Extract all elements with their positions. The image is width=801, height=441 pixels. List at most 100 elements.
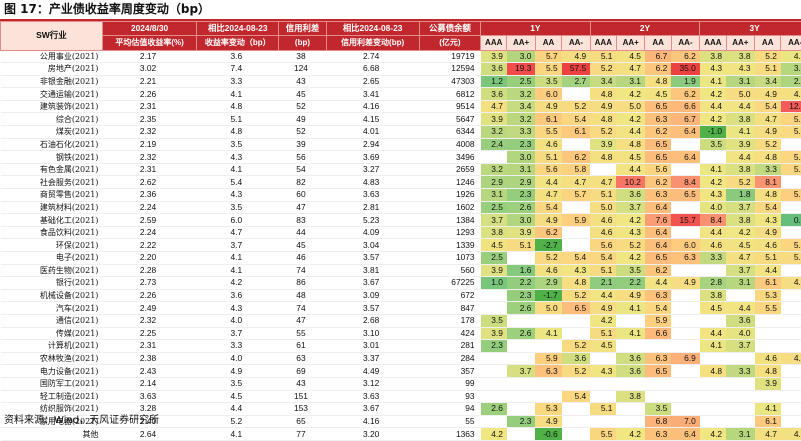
tenor-grade-cell xyxy=(616,340,645,353)
tenor-grade-cell: 6.5 xyxy=(645,138,671,151)
tenor-grade-cell: 4.2 xyxy=(700,428,726,441)
tenor-grade-cell xyxy=(671,163,700,176)
tenor-grade-cell: 4.7 xyxy=(781,88,801,101)
spread-cell: 124 xyxy=(279,63,326,76)
tenor-grade-cell xyxy=(726,352,755,365)
tenor-grade-cell: 6.5 xyxy=(645,100,671,113)
tenor-grade-cell xyxy=(671,340,700,353)
tenor-grade-cell: 6.2 xyxy=(535,226,561,239)
tenor-grade-cell: 4.8 xyxy=(590,113,616,126)
tenor-grade-cell xyxy=(781,327,801,340)
tenor-grade-cell: 4.4 xyxy=(700,327,726,340)
yield-change-cell: 4.0 xyxy=(197,352,279,365)
tenor-grade-cell: 2.3 xyxy=(507,415,536,428)
tenor-grade-cell: 15.7 xyxy=(671,214,700,227)
tenor-grade-cell: 5.5 xyxy=(755,302,781,315)
spread-change-cell: 3.10 xyxy=(326,327,419,340)
spread-change-cell: 3.57 xyxy=(326,302,419,315)
tenor-grade-cell: 6.5 xyxy=(645,252,671,265)
tenor-grade-cell xyxy=(671,403,700,416)
tenor-grade-cell: 4.4 xyxy=(645,277,671,290)
tenor-grade-cell: 4.4 xyxy=(755,264,781,277)
tenor-grade-cell: 5.3 xyxy=(535,403,561,416)
avg-yield-cell: 2.43 xyxy=(102,365,196,378)
avg-yield-cell: 2.49 xyxy=(102,302,196,315)
tenor-grade-cell xyxy=(507,403,536,416)
yield-change-cell: 4.1 xyxy=(197,163,279,176)
industry-cell: 国防军工(2021) xyxy=(1,377,103,390)
tenor-grade-cell: 2.3 xyxy=(481,340,507,353)
tenor-grade-cell xyxy=(671,390,700,403)
tenor-grade-cell: 4.5 xyxy=(590,340,616,353)
yield-change-cell: 4.1 xyxy=(197,88,279,101)
tenor-grade-cell: 8.4 xyxy=(671,176,700,189)
spread-cell: 49 xyxy=(279,113,326,126)
tenor-1y-header: 1Y xyxy=(481,22,591,36)
tenor-grade-cell: 6.2 xyxy=(645,176,671,189)
tenor-grade-cell: 6.6 xyxy=(645,327,671,340)
tenor-grade-cell: 2.7 xyxy=(562,75,591,88)
yield-change-cell: 4.7 xyxy=(197,226,279,239)
tenor-grade-cell: 1.0 xyxy=(481,277,507,290)
tenor-grade-cell: 4.7 xyxy=(535,189,561,202)
tenor-grade-cell: 6.4 xyxy=(671,151,700,164)
tenor-grade-cell: 4.1 xyxy=(700,163,726,176)
spread-cell: 54 xyxy=(279,163,326,176)
tenor-grade-cell: 19.3 xyxy=(507,63,536,76)
tenor-grade-cell xyxy=(562,314,591,327)
tenor-grade-cell: 5.5 xyxy=(535,126,561,139)
tenor-grade-cell: 6.1 xyxy=(755,277,781,290)
industry-cell: 轻工制造(2021) xyxy=(1,390,103,403)
tenor-grade-cell: 2.2 xyxy=(507,277,536,290)
tenor-grade-cell xyxy=(481,377,507,390)
balance-subheader: (亿元) xyxy=(419,35,480,50)
tenor-grade-cell: 4.4 xyxy=(616,126,645,139)
tenor-grade-cell xyxy=(481,151,507,164)
tenor-grade-cell: 3.0 xyxy=(507,214,536,227)
yield-change-cell: 4.0 xyxy=(197,314,279,327)
industry-cell: 交通运输(2021) xyxy=(1,88,103,101)
spread-change-cell: 3.37 xyxy=(326,352,419,365)
tenor-grade-cell: 6.4 xyxy=(671,126,700,139)
tenor-grade-cell: 4.4 xyxy=(726,151,755,164)
tenor-grade-cell: 3.8 xyxy=(481,226,507,239)
spread-change-cell: 2.81 xyxy=(326,201,419,214)
avg-yield-cell: 2.24 xyxy=(102,201,196,214)
tenor-grade-cell: 4.3 xyxy=(590,365,616,378)
tenor-grade-cell: 1.9 xyxy=(671,75,700,88)
spread-cell: 83 xyxy=(279,214,326,227)
tenor-grade-cell: 4.7 xyxy=(755,113,781,126)
grade-header: AA xyxy=(645,35,671,50)
tenor-grade-cell: 4.7 xyxy=(481,100,507,113)
tenor-grade-cell xyxy=(781,226,801,239)
tenor-grade-cell xyxy=(535,390,561,403)
tenor-grade-cell: 6.3 xyxy=(645,352,671,365)
tenor-grade-cell: 6.2 xyxy=(671,50,700,63)
tenor-grade-cell: 5.2 xyxy=(781,126,801,139)
balance-cell: 6344 xyxy=(419,126,480,139)
tenor-grade-cell: 4.9 xyxy=(755,126,781,139)
tenor-grade-cell xyxy=(481,415,507,428)
tenor-grade-cell: 5.2 xyxy=(535,252,561,265)
tenor-grade-cell: 6.2 xyxy=(562,151,591,164)
balance-cell: 284 xyxy=(419,352,480,365)
industry-cell: 建筑装饰(2021) xyxy=(1,100,103,113)
spread-change-subheader: 信用利差变动(bp) xyxy=(326,35,419,50)
balance-cell: 12594 xyxy=(419,63,480,76)
tenor-grade-cell: 3.9 xyxy=(481,327,507,340)
tenor-grade-cell: 3.7 xyxy=(726,201,755,214)
tenor-grade-cell xyxy=(562,327,591,340)
spread-change-cell: 3.63 xyxy=(326,189,419,202)
yield-change-cell: 3.5 xyxy=(197,377,279,390)
avg-yield-cell: 2.59 xyxy=(102,214,196,227)
tenor-grade-cell: 4.4 xyxy=(700,226,726,239)
balance-cell: 4008 xyxy=(419,138,480,151)
tenor-grade-cell: 4.2 xyxy=(616,113,645,126)
grade-header: AA+ xyxy=(616,35,645,50)
tenor-grade-cell xyxy=(481,289,507,302)
tenor-grade-cell: 5.3 xyxy=(755,289,781,302)
